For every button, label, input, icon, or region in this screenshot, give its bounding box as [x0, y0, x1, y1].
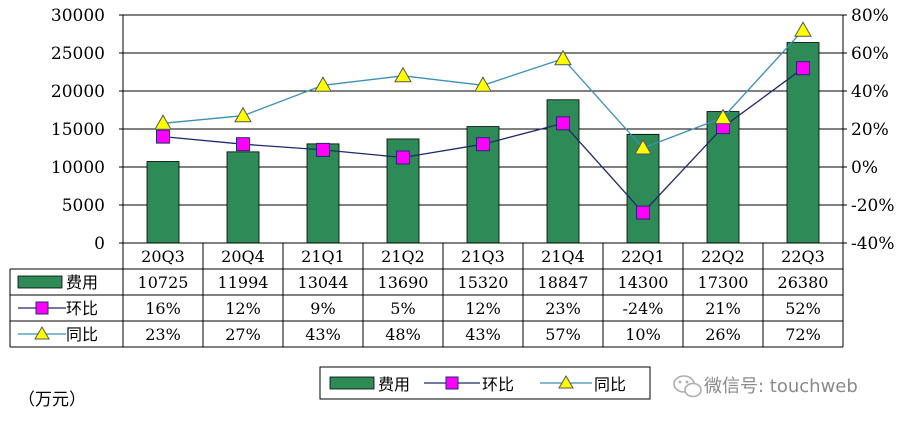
yoy-marker — [154, 114, 172, 130]
left-tick-label: 20000 — [51, 82, 105, 102]
bar — [306, 143, 340, 244]
data-label: 13690 — [378, 273, 429, 292]
mom-marker — [636, 205, 650, 220]
yoy-marker — [634, 138, 652, 155]
bar — [706, 111, 740, 244]
watermark: 微信号: touchweb — [673, 375, 858, 398]
x-tick-label: 21Q3 — [461, 247, 505, 266]
data-label: 17300 — [698, 273, 749, 292]
data-label: 16% — [145, 299, 181, 318]
left-tick-label: 30000 — [51, 6, 105, 26]
mom-marker — [316, 142, 330, 157]
watermark-text: 微信号: touchweb — [704, 376, 858, 397]
yoy-marker — [474, 76, 492, 92]
data-label: 5% — [390, 299, 415, 318]
left-tick-label: 5000 — [62, 196, 105, 216]
row-header-label: 同比 — [66, 325, 98, 344]
x-tick-label: 22Q2 — [701, 247, 745, 266]
data-label: 11994 — [218, 273, 269, 292]
bar — [226, 151, 260, 244]
x-tick-label: 21Q1 — [301, 247, 345, 266]
mom-marker — [796, 61, 810, 76]
row-header-label: 环比 — [66, 299, 98, 318]
yoy-marker — [554, 49, 572, 66]
x-tick-label: 20Q4 — [221, 247, 265, 266]
yoy-marker — [234, 106, 252, 123]
data-label: 48% — [385, 325, 421, 344]
legend-key-marker — [445, 376, 459, 390]
data-label: 57% — [545, 325, 581, 344]
yoy-marker — [714, 108, 732, 125]
data-label: 21% — [705, 299, 741, 318]
row-header-label: 费用 — [66, 273, 98, 292]
axes: 0 5000 10000 15000 20000 25000 30000 -40% -20% 0%… — [51, 6, 895, 254]
legend-label: 环比 — [482, 375, 514, 394]
right-tick-label: 80% — [851, 6, 889, 26]
legend-frame — [319, 366, 651, 400]
left-tick-label: 0 — [94, 234, 105, 254]
wechat-icon — [673, 375, 702, 398]
right-tick-label: 60% — [851, 44, 889, 64]
data-label: 14300 — [618, 273, 669, 292]
right-tick-label: -40% — [851, 234, 895, 254]
yoy-marker — [794, 21, 812, 37]
data-label: 9% — [310, 299, 335, 318]
x-tick-label: 20Q3 — [141, 247, 185, 266]
data-label: 10% — [625, 325, 661, 344]
data-label: 52% — [785, 299, 821, 318]
data-label: 18847 — [538, 273, 589, 292]
bar — [626, 133, 660, 244]
legend-label: 费用 — [378, 375, 410, 394]
data-label: -24% — [623, 299, 664, 318]
x-tick-label: 22Q3 — [781, 247, 825, 266]
legend-key-bar — [329, 376, 375, 390]
data-label: 26% — [705, 325, 741, 344]
bar — [146, 161, 180, 244]
yoy-marker — [394, 66, 412, 83]
data-label: 10725 — [138, 273, 189, 292]
data-label: 12% — [465, 299, 501, 318]
legend-label: 同比 — [594, 375, 626, 394]
legend-key-marker — [558, 375, 574, 389]
yoy-marker — [314, 76, 332, 92]
data-label: 23% — [145, 325, 181, 344]
mom-marker — [236, 137, 250, 152]
data-label: 43% — [465, 325, 501, 344]
unit-label: （万元） — [18, 390, 86, 410]
data-label: 27% — [225, 325, 261, 344]
mom-marker — [476, 137, 490, 152]
mom-marker — [156, 129, 170, 144]
data-label: 23% — [545, 299, 581, 318]
data-label: 43% — [305, 325, 341, 344]
x-tick-label: 22Q1 — [621, 247, 665, 266]
row-key-marker — [34, 326, 50, 340]
row-key-marker — [35, 301, 49, 315]
left-tick-label: 10000 — [51, 158, 105, 178]
data-label: 26380 — [778, 273, 829, 292]
x-tick-label: 21Q2 — [381, 247, 425, 266]
data-label: 12% — [225, 299, 261, 318]
data-label: 13044 — [298, 273, 349, 292]
data-table: 20Q3 20Q4 21Q1 21Q2 21Q3 21Q4 22Q1 22Q2 22Q3 费用 10… — [9, 242, 844, 348]
line-series — [154, 21, 812, 220]
data-label: 15320 — [458, 273, 509, 292]
right-tick-label: 20% — [851, 120, 889, 140]
data-label: 72% — [785, 325, 821, 344]
right-tick-label: 40% — [851, 82, 889, 102]
row-key-bar — [17, 275, 63, 289]
mom-marker — [396, 150, 410, 165]
mom-marker — [556, 116, 570, 131]
left-tick-label: 25000 — [51, 44, 105, 64]
right-tick-label: -20% — [851, 196, 895, 216]
x-tick-label: 21Q4 — [541, 247, 585, 266]
left-tick-label: 15000 — [51, 120, 105, 140]
legend: 费用 环比 同比 — [319, 366, 651, 400]
right-tick-label: 0% — [851, 158, 878, 178]
